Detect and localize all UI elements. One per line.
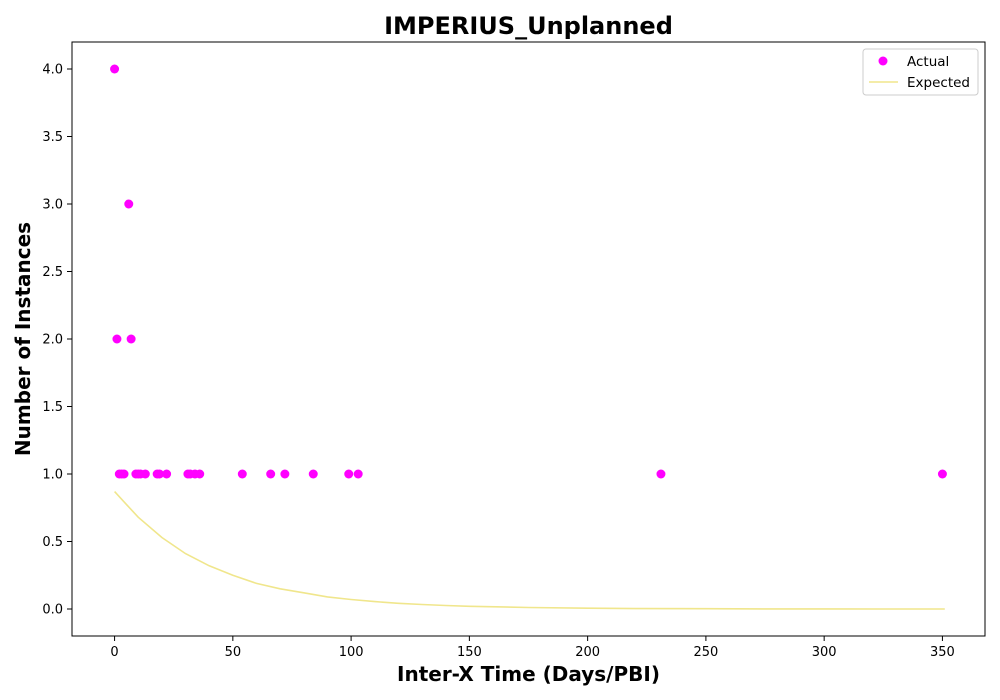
y-tick-label: 2.5	[42, 265, 63, 280]
actual-point	[280, 469, 290, 479]
actual-point	[126, 334, 136, 344]
actual-point	[110, 64, 120, 74]
plot-area	[110, 64, 947, 610]
legend: Actual Expected	[862, 48, 979, 96]
actual-point	[353, 469, 363, 479]
y-axis-label: Number of Instances	[11, 222, 35, 456]
y-tick-label: 1.5	[42, 400, 63, 415]
actual-point	[124, 199, 134, 209]
y-tick-label: 0.5	[42, 535, 63, 550]
x-tick-label: 300	[812, 645, 837, 660]
actual-point	[119, 469, 129, 479]
x-tick-label: 50	[225, 645, 242, 660]
y-tick-label: 3.5	[42, 130, 63, 145]
y-tick-label: 2.0	[42, 333, 63, 348]
y-tick-label: 1.0	[42, 468, 63, 483]
actual-point	[237, 469, 247, 479]
x-tick-label: 350	[930, 645, 955, 660]
chart-title: IMPERIUS_Unplanned	[384, 12, 673, 40]
x-tick-label: 100	[339, 645, 364, 660]
y-axis: 0.0 0.5 1.0 1.5 2.0 2.5 3.0 3.5 4.0	[42, 63, 72, 618]
actual-point	[195, 469, 205, 479]
actual-point	[155, 469, 165, 479]
expected-line	[114, 491, 945, 610]
actual-point	[344, 469, 354, 479]
legend-label: Actual	[907, 54, 949, 70]
x-tick-label: 250	[693, 645, 718, 660]
x-tick-label: 150	[457, 645, 482, 660]
x-tick-label: 0	[110, 645, 118, 660]
x-axis-label: Inter-X Time (Days/PBI)	[397, 662, 660, 686]
y-tick-label: 0.0	[42, 603, 63, 618]
actual-point	[266, 469, 276, 479]
y-tick-label: 3.0	[42, 198, 63, 213]
x-axis: 0 50 100 150 200 250 300 350	[110, 636, 955, 660]
legend-label: Expected	[907, 75, 970, 91]
actual-point	[140, 469, 150, 479]
legend-box	[862, 48, 979, 96]
actual-point	[656, 469, 666, 479]
actual-point	[162, 469, 172, 479]
y-tick-label: 4.0	[42, 63, 63, 78]
actual-point	[112, 334, 122, 344]
plot-frame	[71, 41, 986, 637]
actual-point	[308, 469, 318, 479]
x-tick-label: 200	[575, 645, 600, 660]
legend-marker-actual	[878, 56, 888, 66]
actual-point	[937, 469, 947, 479]
